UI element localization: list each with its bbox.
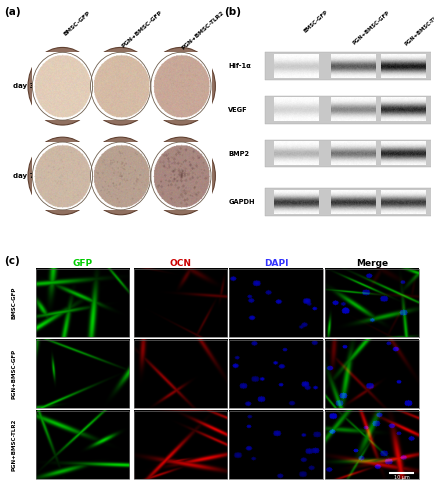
FancyBboxPatch shape: [265, 188, 434, 216]
Bar: [36, 340, 129, 407]
Bar: [229, 268, 322, 336]
Bar: [324, 268, 418, 336]
Bar: [324, 410, 418, 478]
Text: (c): (c): [4, 256, 20, 266]
Text: PGN+BMSC-TLR2: PGN+BMSC-TLR2: [181, 10, 225, 50]
Text: VEGF: VEGF: [228, 107, 247, 113]
FancyBboxPatch shape: [265, 96, 434, 124]
Text: PGN+BMSC-TLR2: PGN+BMSC-TLR2: [12, 418, 17, 471]
Circle shape: [86, 48, 155, 125]
Text: DAPI: DAPI: [263, 258, 288, 268]
FancyBboxPatch shape: [265, 140, 434, 168]
Bar: [134, 268, 227, 336]
Bar: [134, 410, 227, 478]
Circle shape: [28, 137, 97, 215]
Circle shape: [86, 137, 155, 215]
Text: GFP: GFP: [72, 258, 92, 268]
FancyBboxPatch shape: [265, 52, 434, 80]
Bar: [324, 340, 418, 407]
Bar: [229, 410, 322, 478]
Circle shape: [146, 48, 215, 125]
Text: PGN+BMSC-GFP: PGN+BMSC-GFP: [120, 10, 163, 49]
Text: (a): (a): [4, 8, 21, 18]
Text: day 7: day 7: [13, 173, 34, 179]
Text: BMP2: BMP2: [228, 150, 249, 156]
Circle shape: [146, 137, 215, 215]
Text: PGN+BMSC-GFP: PGN+BMSC-GFP: [352, 10, 390, 46]
Text: 10 μm: 10 μm: [393, 476, 409, 480]
Text: GAPDH: GAPDH: [228, 199, 254, 205]
Circle shape: [28, 48, 97, 125]
Text: Merge: Merge: [355, 258, 387, 268]
Bar: [36, 268, 129, 336]
Text: day 3: day 3: [13, 83, 34, 89]
Text: PGN+BMSC-TLR2: PGN+BMSC-TLR2: [403, 10, 434, 47]
Text: BMSC-GFP: BMSC-GFP: [62, 10, 91, 36]
Bar: [229, 340, 322, 407]
Text: PGN+BMSC-GFP: PGN+BMSC-GFP: [12, 348, 17, 399]
Bar: [134, 340, 227, 407]
Text: Hif-1α: Hif-1α: [228, 63, 250, 69]
Bar: [36, 410, 129, 478]
Text: (b): (b): [224, 8, 240, 18]
Text: BMSC-GFP: BMSC-GFP: [12, 286, 17, 319]
Text: BMSC-GFP: BMSC-GFP: [302, 10, 328, 34]
Text: OCN: OCN: [169, 258, 191, 268]
